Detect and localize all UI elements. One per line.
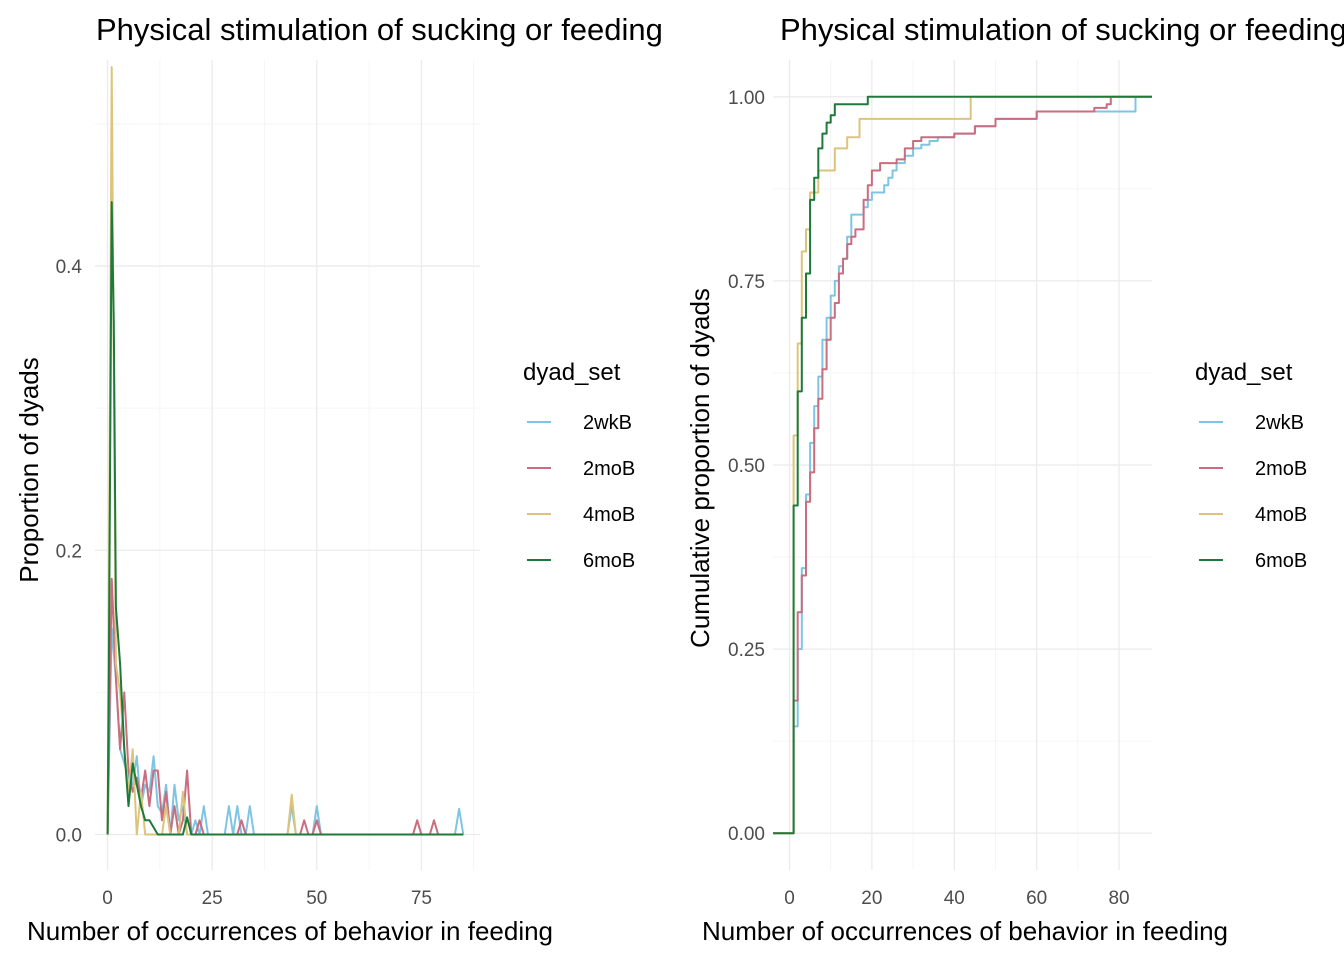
proportion-chart-title: Physical stimulation of sucking or feedi… (96, 12, 663, 47)
proportion-series-2moB (106, 577, 464, 836)
proportion-x-tick-label: 25 (202, 888, 223, 909)
cumulative-y-tick-label: 0.00 (728, 824, 765, 845)
proportion-grid (95, 60, 480, 870)
proportion-x-axis-label: Number of occurrences of behavior in fee… (27, 916, 553, 946)
cumulative-legend-label-4moB: 4moB (1255, 504, 1307, 526)
proportion-legend-label-6moB: 6moB (583, 550, 635, 572)
cumulative-y-tick-label: 1.00 (728, 88, 765, 109)
cumulative-x-tick-labels: 0 20 40 60 80 (784, 888, 1129, 909)
cumulative-series-6moB (773, 95, 1152, 835)
proportion-legend-label-2wkB: 2wkB (583, 412, 632, 434)
cumulative-legend-items: 2wkB 2moB 4moB 6moB (1199, 412, 1307, 572)
cumulative-y-axis-label: Cumulative proportion of dyads (685, 288, 715, 648)
cumulative-x-tick-label: 60 (1026, 888, 1047, 909)
cumulative-series (773, 95, 1152, 835)
proportion-y-axis-label: Proportion of dyads (14, 357, 44, 582)
proportion-x-tick-label: 50 (306, 888, 327, 909)
cumulative-x-tick-label: 80 (1108, 888, 1129, 909)
proportion-legend-items: 2wkB 2moB 4moB 6moB (527, 412, 635, 572)
proportion-legend-label-4moB: 4moB (583, 504, 635, 526)
proportion-y-tick-label: 0.4 (56, 257, 83, 278)
proportion-panel: Physical stimulation of sucking or feedi… (14, 12, 663, 946)
proportion-legend-title: dyad_set (523, 359, 621, 386)
cumulative-legend-label-6moB: 6moB (1255, 550, 1307, 572)
proportion-y-tick-label: 0.0 (56, 825, 82, 846)
cumulative-series-2moB (773, 95, 1152, 835)
cumulative-grid (773, 60, 1152, 870)
cumulative-legend-title: dyad_set (1195, 359, 1293, 386)
cumulative-x-tick-label: 0 (784, 888, 795, 909)
cumulative-y-tick-label: 0.50 (728, 456, 765, 477)
cumulative-series-4moB (773, 95, 1152, 835)
proportion-legend: dyad_set 2wkB 2moB 4moB 6moB (523, 359, 635, 572)
proportion-legend-label-2moB: 2moB (583, 458, 635, 480)
proportion-series (106, 66, 465, 836)
cumulative-legend: dyad_set 2wkB 2moB 4moB 6moB (1195, 359, 1307, 572)
proportion-x-tick-label: 75 (411, 888, 432, 909)
cumulative-x-axis-label: Number of occurrences of behavior in fee… (702, 916, 1228, 946)
cumulative-y-tick-labels: 0.00 0.25 0.50 0.75 1.00 (728, 88, 765, 845)
proportion-x-tick-label: 0 (102, 888, 113, 909)
cumulative-y-tick-label: 0.25 (728, 640, 765, 661)
cumulative-chart-title: Physical stimulation of sucking or feedi… (780, 12, 1344, 47)
cumulative-legend-label-2wkB: 2wkB (1255, 412, 1304, 434)
cumulative-x-tick-label: 20 (861, 888, 882, 909)
cumulative-y-tick-label: 0.75 (728, 272, 765, 293)
cumulative-panel: Physical stimulation of sucking or feedi… (685, 12, 1344, 946)
cumulative-legend-label-2moB: 2moB (1255, 458, 1307, 480)
proportion-series-4moB (106, 66, 464, 836)
cumulative-x-tick-label: 40 (944, 888, 965, 909)
proportion-y-tick-label: 0.2 (56, 541, 82, 562)
proportion-x-tick-labels: 0 25 50 75 (102, 888, 432, 909)
proportion-series-6moB (106, 201, 464, 836)
proportion-y-tick-labels: 0.0 0.2 0.4 (56, 257, 83, 846)
